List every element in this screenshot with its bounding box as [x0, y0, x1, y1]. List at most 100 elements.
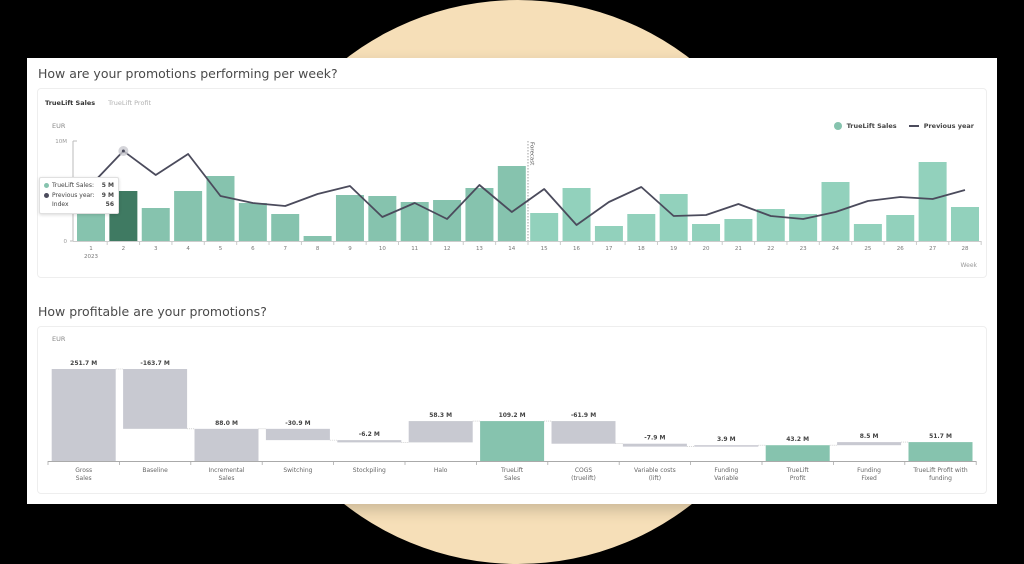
x-tick-label: 15 [541, 246, 548, 252]
bar-week-9[interactable] [335, 195, 364, 241]
bar-week-26[interactable] [886, 215, 915, 241]
category-label: Profit [790, 475, 806, 482]
bar-week-25[interactable] [853, 224, 882, 241]
x-tick-label: 8 [316, 246, 320, 252]
year-label: 2023 [84, 254, 98, 260]
y-axis-unit: EUR [52, 335, 66, 343]
x-tick-label: 13 [476, 246, 483, 252]
x-tick-label: 1 [89, 246, 93, 252]
bar-week-27[interactable] [918, 162, 947, 241]
x-tick-label: 14 [508, 246, 515, 252]
category-label: Fixed [861, 475, 877, 482]
bar-week-12[interactable] [433, 200, 462, 241]
x-tick-label: 21 [735, 246, 742, 252]
previous-year-line[interactable] [90, 150, 966, 226]
waterfall-value-label: -163.7 M [140, 360, 170, 367]
tooltip-row-sales: TrueLift Sales: 5 M [44, 181, 114, 191]
tooltip-label: TrueLift Sales: [52, 182, 95, 189]
waterfall-value-label: 3.9 M [717, 436, 736, 443]
chart-legend: TrueLift Sales Previous year [833, 122, 974, 130]
category-label: Baseline [142, 467, 168, 474]
bar-week-19[interactable] [659, 194, 688, 241]
tooltip-label: Index [52, 201, 69, 208]
tab-truelift-sales[interactable]: TrueLift Sales [45, 99, 96, 107]
x-tick-label: 10 [379, 246, 386, 252]
y-tick-label: 10M [55, 139, 67, 145]
waterfall-bar-variable-costs-lift-[interactable] [622, 443, 687, 447]
waterfall-bar-halo[interactable] [408, 421, 473, 443]
tab-truelift-profit[interactable]: TrueLift Profit [108, 99, 152, 107]
tooltip-value: 9 M [101, 191, 114, 199]
legend-label: Previous year [923, 122, 974, 130]
metric-tabs: TrueLift Sales TrueLift Profit [45, 99, 151, 107]
bar-week-7[interactable] [271, 214, 300, 241]
bar-week-18[interactable] [627, 214, 656, 241]
category-label: funding [929, 475, 952, 482]
legend-item-previous-year[interactable]: Previous year [908, 122, 974, 130]
waterfall-value-label: -30.9 M [285, 420, 310, 427]
x-tick-label: 19 [670, 246, 677, 252]
x-tick-label: 18 [638, 246, 645, 252]
category-label: (lift) [649, 475, 661, 482]
bar-week-13[interactable] [465, 188, 494, 241]
weekly-performance-title: How are your promotions performing per w… [38, 66, 338, 81]
x-tick-label: 23 [800, 246, 807, 252]
bar-week-3[interactable] [141, 208, 170, 241]
waterfall-bar-cogs-truelift-[interactable] [551, 421, 616, 444]
bar-week-15[interactable] [530, 213, 559, 241]
y-axis-unit: EUR [52, 122, 66, 130]
waterfall-value-label: 109.2 M [499, 412, 526, 419]
bar-week-5[interactable] [206, 176, 235, 241]
bar-week-20[interactable] [692, 224, 721, 241]
waterfall-bar-stockpiling[interactable] [337, 440, 402, 443]
x-axis-title: Week [960, 262, 977, 269]
sales-dot-icon [44, 183, 49, 189]
waterfall-value-label: 88.0 M [215, 420, 238, 427]
bar-week-10[interactable] [368, 196, 397, 241]
waterfall-bar-gross-sales[interactable] [51, 369, 116, 461]
x-tick-label: 11 [411, 246, 418, 252]
x-tick-label: 5 [219, 246, 223, 252]
category-label: Sales [219, 475, 235, 482]
profitability-title: How profitable are your promotions? [38, 304, 267, 319]
x-tick-label: 17 [605, 246, 612, 252]
waterfall-bar-incremental-sales[interactable] [194, 428, 259, 461]
waterfall-bar-truelift-profit-with-funding[interactable] [908, 442, 973, 461]
x-tick-label: 16 [573, 246, 580, 252]
waterfall-bar-funding-fixed[interactable] [837, 442, 902, 446]
waterfall-value-label: 51.7 M [929, 433, 952, 440]
weekly-performance-card: TrueLift Sales TrueLift Profit EUR TrueL… [37, 88, 987, 278]
tooltip-value: 56 [105, 201, 114, 208]
waterfall-value-label: 8.5 M [860, 433, 879, 440]
category-label: Funding [857, 467, 881, 474]
bar-week-8[interactable] [303, 236, 332, 241]
bar-week-28[interactable] [950, 207, 979, 241]
bar-week-17[interactable] [594, 226, 623, 241]
tooltip-label: Previous year: [52, 191, 95, 199]
waterfall-value-label: 58.3 M [429, 412, 452, 419]
waterfall-bar-funding-variable[interactable] [694, 445, 759, 447]
category-label: Sales [76, 475, 92, 482]
x-tick-label: 7 [283, 246, 287, 252]
previous-year-dot-icon [44, 192, 49, 198]
waterfall-bar-truelift-sales[interactable] [480, 421, 545, 461]
category-label: TrueLift [500, 467, 524, 474]
x-tick-label: 28 [961, 246, 968, 252]
legend-item-truelift-sales[interactable]: TrueLift Sales [833, 122, 897, 130]
waterfall-bar-switching[interactable] [265, 428, 330, 441]
bar-week-22[interactable] [756, 209, 785, 241]
category-label: COGS [575, 467, 593, 474]
category-label: Switching [283, 467, 312, 474]
bar-week-21[interactable] [724, 219, 753, 241]
bar-week-4[interactable] [174, 191, 203, 241]
waterfall-bar-truelift-profit[interactable] [765, 445, 830, 461]
waterfall-bar-baseline[interactable] [123, 369, 188, 429]
bar-week-6[interactable] [238, 203, 267, 241]
x-tick-label: 3 [154, 246, 158, 252]
tooltip-value: 5 M [101, 182, 114, 189]
waterfall-value-label: -61.9 M [571, 412, 596, 419]
legend-line-icon [908, 125, 919, 127]
x-tick-label: 9 [348, 246, 352, 252]
